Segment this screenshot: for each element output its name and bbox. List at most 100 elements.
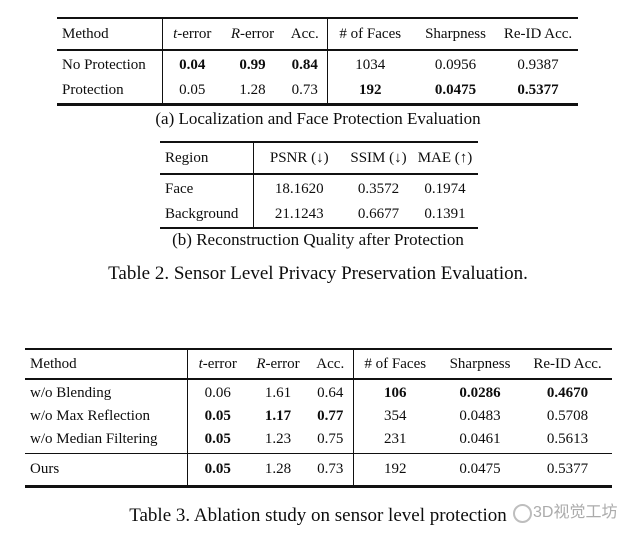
cell-reid-acc: 0.5613 <box>546 431 589 447</box>
column-header-method: Method <box>25 349 187 380</box>
cell-ssim: 0.3572 <box>357 181 400 197</box>
cell-mae: 0.1391 <box>424 206 466 222</box>
cell-method: w/o Median Filtering <box>30 431 158 447</box>
cell-method: No Protection <box>62 57 146 73</box>
column-header-psnr: PSNR (↓) <box>252 142 345 175</box>
column-header-t-error: t-error <box>186 349 248 380</box>
cell-num-faces: 231 <box>352 428 437 454</box>
table-header-row: Method t-error R-error Acc. # of Faces S… <box>25 349 612 380</box>
watermark-text: 3D视觉工坊 <box>533 504 618 521</box>
table-row-face: Face 18.1620 0.3572 0.1974 <box>160 174 478 202</box>
table-row-wo-blending: w/o Blending 0.06 1.61 0.64 106 0.0286 0… <box>25 379 612 405</box>
cell-r-error: 1.17 <box>264 408 292 424</box>
cell-reid-acc: 0.4670 <box>546 385 589 401</box>
cell-r-error: 1.61 <box>264 385 292 401</box>
table-3-ablation-study: Method t-error R-error Acc. # of Faces S… <box>25 348 612 488</box>
cell-acc: 0.64 <box>317 385 344 401</box>
subcaption-a: (a) Localization and Face Protection Eva… <box>155 109 481 128</box>
column-header-region: Region <box>160 142 253 175</box>
table-row-wo-median-filtering: w/o Median Filtering 0.05 1.23 0.75 231 … <box>25 428 612 454</box>
cell-t-error: 0.05 <box>186 428 248 454</box>
table-row-protection: Protection 0.05 1.28 0.73 192 0.0475 0.5… <box>57 78 578 105</box>
column-header-reid-acc: Re-ID Acc. <box>498 18 578 51</box>
table-row-wo-max-reflection: w/o Max Reflection 0.05 1.17 0.77 354 0.… <box>25 405 612 428</box>
table-row-no-protection: No Protection 0.04 0.99 0.84 1034 0.0956… <box>57 50 578 78</box>
r-error-rest: -error <box>240 26 275 42</box>
table-2-caption: Table 2. Sensor Level Privacy Preservati… <box>108 263 528 284</box>
cell-reid-acc: 0.5708 <box>546 408 589 424</box>
cell-method: Ours <box>25 453 187 487</box>
cell-sharpness: 0.0956 <box>434 57 477 73</box>
cell-method: Protection <box>62 82 124 98</box>
watermark-logo-icon <box>513 503 532 523</box>
column-header-num-faces: # of Faces <box>352 349 437 380</box>
cell-mae: 0.1974 <box>424 181 466 197</box>
column-header-sharpness: Sharpness <box>437 349 523 380</box>
cell-r-error: 1.28 <box>239 82 266 98</box>
column-header-reid-acc: Re-ID Acc. <box>523 349 612 380</box>
r-error-var: R <box>256 356 266 372</box>
cell-region: Background <box>165 206 239 222</box>
t-error-var: t <box>173 26 178 42</box>
cell-acc: 0.73 <box>308 453 353 487</box>
t-error-rest: -error <box>202 356 237 372</box>
column-header-mae: MAE (↑) <box>412 142 478 175</box>
cell-method: w/o Max Reflection <box>30 408 150 424</box>
cell-reid-acc: 0.5377 <box>517 82 559 98</box>
table-3-caption: Table 3. Ablation study on sensor level … <box>129 505 507 526</box>
column-header-acc: Acc. <box>308 349 353 380</box>
column-header-sharpness: Sharpness <box>413 18 498 51</box>
cell-num-faces: 192 <box>326 78 413 105</box>
cell-sharpness: 0.0461 <box>459 431 501 447</box>
cell-psnr: 18.1620 <box>252 174 345 202</box>
cell-t-error: 0.06 <box>186 379 248 405</box>
cell-num-faces: 354 <box>352 405 437 428</box>
watermark: 3D视觉工坊 <box>513 503 617 523</box>
cell-reid-acc: 0.5377 <box>523 453 612 487</box>
table-2b-reconstruction-quality: Region PSNR (↓) SSIM (↓) MAE (↑) Face 18… <box>160 141 478 229</box>
cell-sharpness: 0.0475 <box>437 453 523 487</box>
cell-acc: 0.77 <box>317 408 344 424</box>
cell-r-error: 1.28 <box>248 453 308 487</box>
cell-sharpness: 0.0286 <box>459 385 501 401</box>
t-error-rest: -error <box>177 26 212 42</box>
table-3-header: Method t-error R-error Acc. # of Faces S… <box>25 349 612 380</box>
table-2b-header: Region PSNR (↓) SSIM (↓) MAE (↑) <box>160 142 478 175</box>
column-header-r-error: R-error <box>222 18 283 51</box>
r-error-var: R <box>230 26 241 42</box>
cell-num-faces: 106 <box>352 379 437 405</box>
cell-reid-acc: 0.9387 <box>517 57 559 73</box>
cell-method: w/o Blending <box>30 385 112 401</box>
column-header-t-error: t-error <box>161 18 222 51</box>
table-2a-header: Method t-error R-error Acc. # of Faces S… <box>57 18 578 51</box>
cell-acc: 0.84 <box>291 57 318 73</box>
cell-num-faces: 192 <box>352 453 437 487</box>
table-row-background: Background 21.1243 0.6677 0.1391 <box>160 202 478 228</box>
table-row-ours: Ours 0.05 1.28 0.73 192 0.0475 0.5377 <box>25 453 612 487</box>
cell-acc: 0.75 <box>317 431 344 447</box>
subcaption-b: (b) Reconstruction Quality after Protect… <box>172 230 464 249</box>
cell-t-error: 0.05 <box>161 78 222 105</box>
table-header-row: Method t-error R-error Acc. # of Faces S… <box>57 18 578 51</box>
cell-sharpness: 0.0475 <box>434 82 477 98</box>
column-header-num-faces: # of Faces <box>326 18 413 51</box>
r-error-rest: -error <box>265 356 300 372</box>
table-2a-localization-face-protection: Method t-error R-error Acc. # of Faces S… <box>57 17 578 106</box>
column-header-acc: Acc. <box>283 18 327 51</box>
cell-num-faces: 1034 <box>326 50 413 78</box>
column-header-ssim: SSIM (↓) <box>345 142 412 175</box>
cell-psnr: 21.1243 <box>252 202 345 228</box>
cell-r-error: 1.23 <box>264 431 292 447</box>
t-error-var: t <box>198 356 203 372</box>
column-header-r-error: R-error <box>248 349 308 380</box>
column-header-method: Method <box>57 18 162 51</box>
cell-acc: 0.73 <box>291 82 318 98</box>
cell-t-error: 0.05 <box>186 453 248 487</box>
cell-ssim: 0.6677 <box>357 206 400 222</box>
cell-t-error: 0.04 <box>161 50 222 78</box>
cell-t-error: 0.05 <box>186 405 248 428</box>
cell-sharpness: 0.0483 <box>459 408 501 424</box>
table-header-row: Region PSNR (↓) SSIM (↓) MAE (↑) <box>160 142 478 175</box>
cell-r-error: 0.99 <box>239 57 266 73</box>
